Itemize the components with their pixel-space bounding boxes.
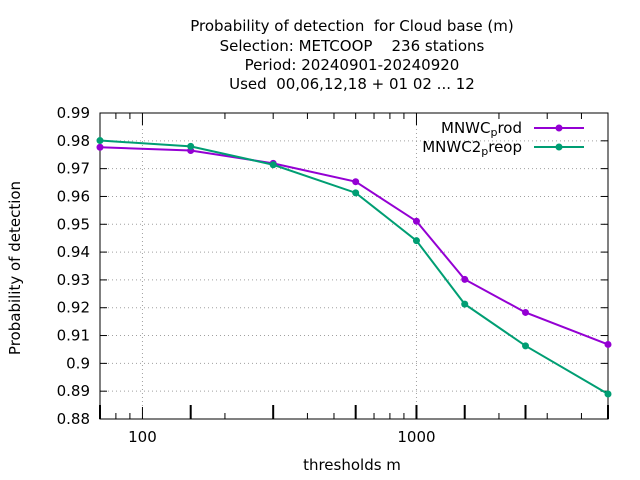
chart-title-line-3: Period: 20240901-20240920 (244, 56, 460, 74)
y-tick-label: 0.89 (57, 382, 90, 400)
chart-title-line-2: Selection: METCOOP 236 stations (219, 37, 485, 55)
chart-title-line-4: Used 00,06,12,18 + 01 02 ... 12 (229, 75, 475, 93)
data-point (352, 189, 360, 197)
legend-marker-2 (555, 143, 563, 151)
y-tick-label: 0.9 (66, 354, 90, 372)
y-tick-label: 0.98 (57, 132, 90, 150)
data-point (604, 390, 612, 398)
plot-frame (99, 112, 609, 420)
chart-title-line-1: Probability of detection for Cloud base … (190, 17, 514, 35)
data-point (96, 143, 104, 151)
x-tick-label: 1000 (397, 428, 435, 446)
y-tick-label: 0.91 (57, 327, 90, 345)
legend-label-mnwc2-preop: MNWC2preop (422, 138, 522, 158)
y-tick-label: 0.95 (57, 215, 90, 233)
y-tick-label: 0.94 (57, 243, 90, 261)
data-point (412, 217, 420, 225)
legend-marker-1 (555, 124, 563, 132)
data-point (269, 161, 277, 169)
y-axis-label: Probability of detection (6, 180, 24, 356)
legend-label-mnwc-prod: MNWCprod (441, 119, 522, 139)
data-point (522, 308, 530, 316)
data-point (412, 237, 420, 245)
y-tick-label: 0.96 (57, 187, 90, 205)
x-tick-label: 100 (128, 428, 157, 446)
y-tick-label: 0.99 (57, 104, 90, 122)
data-point (604, 340, 612, 348)
data-point (96, 137, 104, 145)
y-tick-label: 0.92 (57, 299, 90, 317)
data-point (461, 300, 469, 308)
y-tick-label: 0.93 (57, 271, 90, 289)
y-tick-label: 0.88 (57, 410, 90, 428)
x-axis-label: thresholds m (303, 456, 401, 474)
data-point (461, 275, 469, 283)
data-point (522, 342, 530, 350)
series-line-2 (99, 139, 609, 395)
y-tick-label: 0.97 (57, 160, 90, 178)
series-line-1 (99, 146, 609, 346)
data-point (352, 178, 360, 186)
data-point (187, 142, 195, 150)
